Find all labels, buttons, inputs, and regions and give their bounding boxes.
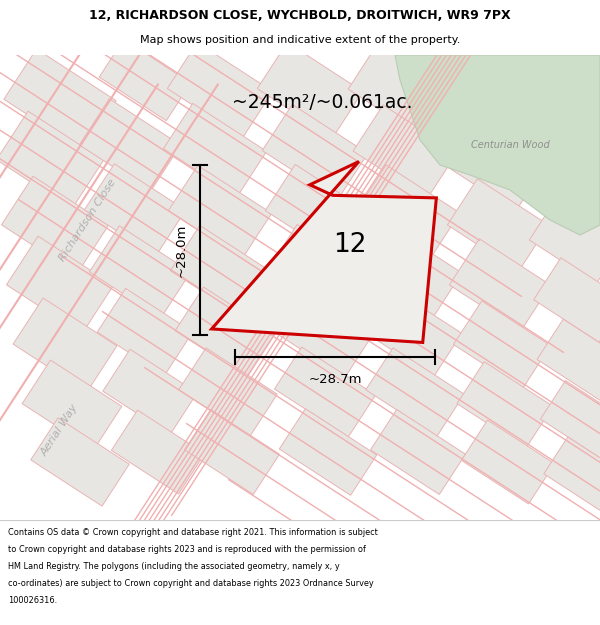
Text: Centurian Wood: Centurian Wood bbox=[470, 140, 550, 150]
Polygon shape bbox=[537, 319, 600, 401]
Polygon shape bbox=[22, 360, 122, 450]
Polygon shape bbox=[265, 164, 371, 259]
Polygon shape bbox=[449, 239, 551, 331]
Polygon shape bbox=[454, 301, 551, 389]
Polygon shape bbox=[267, 224, 373, 319]
Text: 12, RICHARDSON CLOSE, WYCHBOLD, DROITWICH, WR9 7PX: 12, RICHARDSON CLOSE, WYCHBOLD, DROITWIC… bbox=[89, 9, 511, 22]
Polygon shape bbox=[348, 43, 452, 137]
Polygon shape bbox=[163, 103, 266, 197]
Polygon shape bbox=[7, 236, 113, 334]
Polygon shape bbox=[356, 165, 460, 259]
Polygon shape bbox=[85, 164, 185, 256]
Text: HM Land Registry. The polygons (including the associated geometry, namely x, y: HM Land Registry. The polygons (includin… bbox=[8, 562, 340, 571]
Polygon shape bbox=[4, 49, 116, 151]
Polygon shape bbox=[97, 288, 193, 376]
Text: ~28.0m: ~28.0m bbox=[175, 223, 188, 277]
Polygon shape bbox=[262, 104, 368, 199]
Text: to Crown copyright and database rights 2023 and is reproduced with the permissio: to Crown copyright and database rights 2… bbox=[8, 545, 366, 554]
Polygon shape bbox=[362, 287, 462, 377]
Polygon shape bbox=[79, 99, 181, 191]
Polygon shape bbox=[274, 347, 376, 437]
Polygon shape bbox=[31, 418, 129, 506]
Text: Map shows position and indicative extent of the property.: Map shows position and indicative extent… bbox=[140, 34, 460, 44]
Polygon shape bbox=[89, 226, 191, 318]
Polygon shape bbox=[169, 166, 272, 259]
Polygon shape bbox=[533, 258, 600, 343]
Polygon shape bbox=[448, 179, 548, 271]
Polygon shape bbox=[170, 226, 274, 319]
Polygon shape bbox=[544, 437, 600, 513]
Polygon shape bbox=[179, 348, 277, 436]
Polygon shape bbox=[358, 225, 462, 319]
Polygon shape bbox=[167, 42, 273, 138]
Polygon shape bbox=[0, 111, 104, 209]
Text: Contains OS data © Crown copyright and database right 2021. This information is : Contains OS data © Crown copyright and d… bbox=[8, 528, 378, 537]
Polygon shape bbox=[271, 286, 373, 378]
Polygon shape bbox=[461, 420, 554, 504]
Polygon shape bbox=[212, 161, 436, 342]
Polygon shape bbox=[112, 410, 205, 494]
Polygon shape bbox=[103, 349, 197, 435]
Polygon shape bbox=[522, 76, 600, 164]
Text: 100026316.: 100026316. bbox=[8, 596, 57, 605]
Polygon shape bbox=[395, 55, 600, 235]
Polygon shape bbox=[366, 348, 464, 436]
Polygon shape bbox=[257, 42, 363, 138]
Polygon shape bbox=[353, 105, 457, 199]
Polygon shape bbox=[445, 119, 545, 211]
Polygon shape bbox=[1, 176, 109, 274]
Text: 12: 12 bbox=[334, 232, 367, 258]
Polygon shape bbox=[99, 39, 191, 121]
Text: Richardson Close: Richardson Close bbox=[58, 177, 118, 263]
Polygon shape bbox=[371, 409, 466, 494]
Text: co-ordinates) are subject to Crown copyright and database rights 2023 Ordnance S: co-ordinates) are subject to Crown copyr… bbox=[8, 579, 374, 588]
Polygon shape bbox=[439, 59, 541, 151]
Polygon shape bbox=[185, 409, 280, 494]
Polygon shape bbox=[13, 298, 117, 392]
Polygon shape bbox=[526, 136, 600, 224]
Polygon shape bbox=[175, 287, 275, 377]
Polygon shape bbox=[457, 362, 553, 448]
Polygon shape bbox=[529, 196, 600, 284]
Text: ~28.7m: ~28.7m bbox=[308, 373, 362, 386]
Polygon shape bbox=[279, 409, 377, 495]
Text: Aerial Way: Aerial Way bbox=[40, 402, 80, 458]
Text: ~245m²/~0.061ac.: ~245m²/~0.061ac. bbox=[232, 92, 413, 111]
Polygon shape bbox=[541, 381, 600, 459]
